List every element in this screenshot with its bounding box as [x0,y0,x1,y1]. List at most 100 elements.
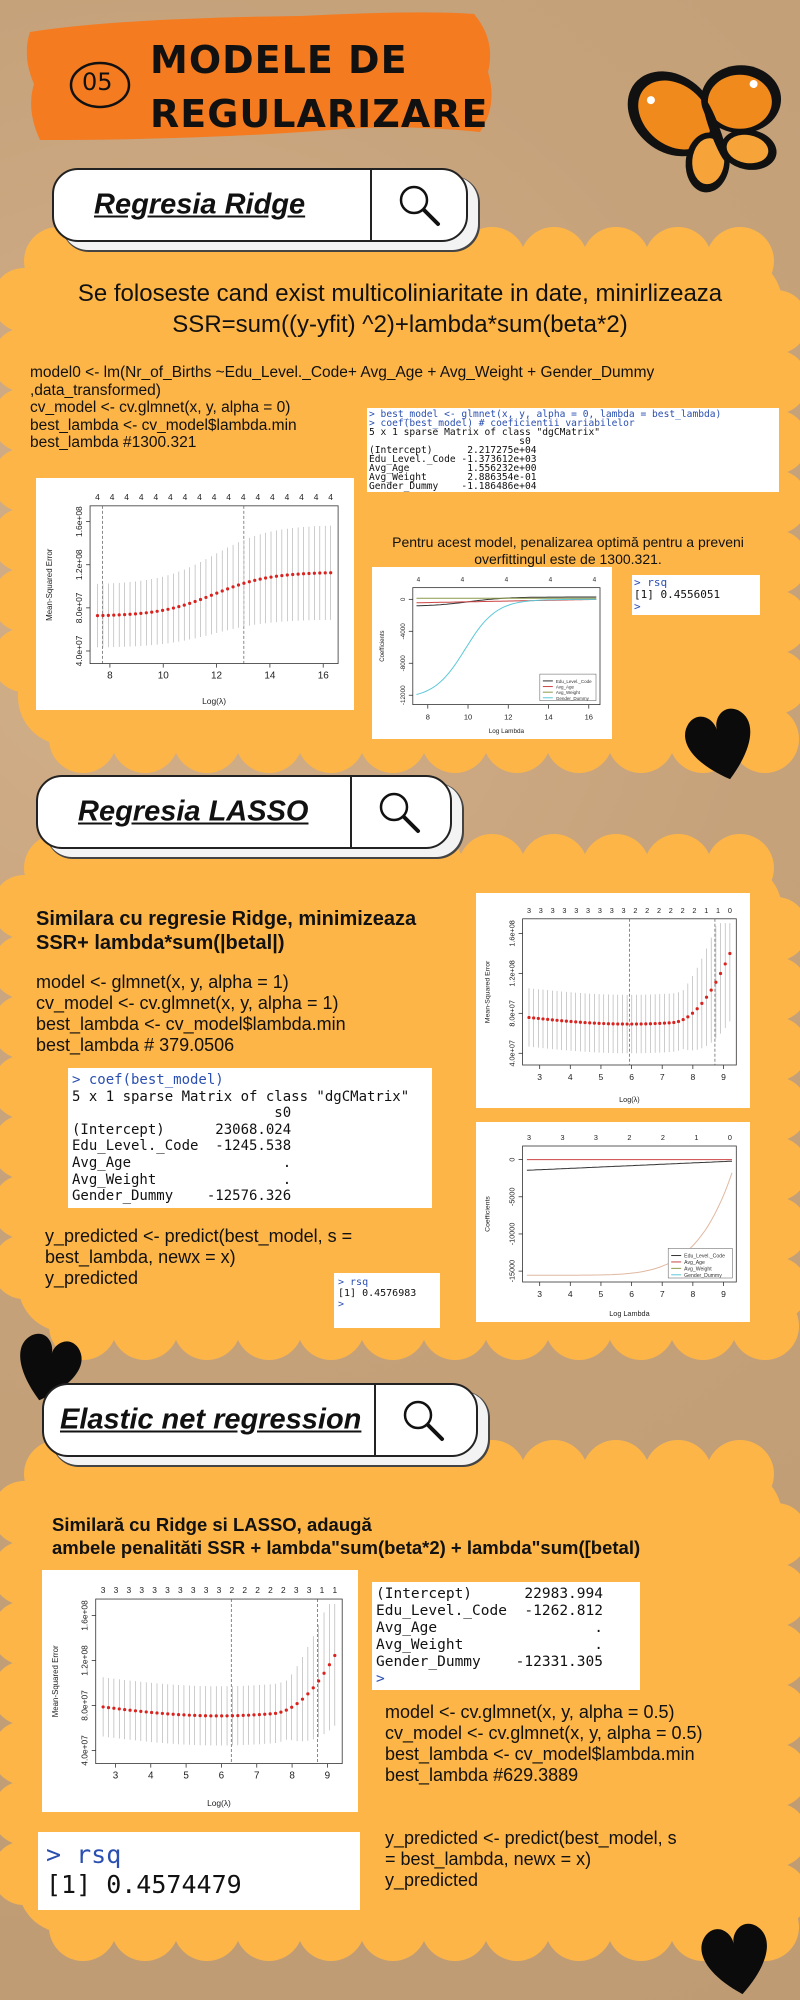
panel-scallop [173,1893,241,1961]
top-label: 3 [101,1585,106,1595]
panel-scallop [706,1440,774,1508]
panel-scallop [0,935,56,999]
legend-label: Avg_Weight [684,1266,712,1272]
top-label: 2 [633,906,637,915]
panel-scallop [744,1563,800,1627]
panel-scallop [0,1661,56,1725]
search-icon [403,1400,444,1441]
coefficient-path [526,1172,733,1276]
console-line: (Intercept) 22983.994 [376,1586,603,1602]
panel-scallop [0,995,56,1059]
console-line: [1] 0.4556051 [634,588,721,601]
panel-scallop [334,834,402,902]
x-tick-label: 8 [289,1771,295,1782]
text-line: best_lambda #629.3889 [385,1765,579,1785]
panel-scallop [644,227,712,295]
y-tick-label: 1.2e+08 [508,960,517,986]
panel-scallop [582,227,650,295]
x-tick-label: 6 [629,1289,634,1299]
panel-scallop [272,227,340,295]
cv-point [550,1018,554,1022]
console-line: Edu_Level._Code -1245.538 [72,1138,292,1155]
magnifier-handle [402,815,420,833]
panel-scallop [173,705,241,773]
top-label: 2 [661,1133,665,1142]
top-label: 3 [586,906,590,915]
text-line: cv_model <- cv.glmnet(x, y, alpha = 0) [30,399,291,416]
top-label: 4 [270,492,275,502]
panel-scallop [272,834,340,902]
console-line: > coef(best_model) [72,1072,224,1088]
top-label: 0 [728,1133,732,1142]
x-tick-label: 6 [629,1072,634,1082]
section-header: Elastic net regression [42,1383,478,1457]
y-tick-label: 8.0e+07 [74,592,84,623]
x-tick-label: 9 [325,1771,331,1782]
section-backgrounds [0,227,800,1961]
x-tick-label: 9 [721,1289,726,1299]
cv-point [209,1714,213,1718]
cv-point [273,1711,278,1715]
y-tick-label: 4.0e+07 [80,1735,90,1766]
cv-point [295,1702,299,1706]
top-label: 4 [417,577,421,584]
top-label: 4 [124,492,129,502]
panel-scallop [644,1440,712,1508]
title-banner [26,12,492,140]
top-label: 4 [593,577,597,584]
cv-point [296,572,300,576]
text-line: y_predicted [385,1870,479,1890]
panel-scallop [272,1440,340,1508]
x-axis-label: Log Lambda [489,728,525,735]
top-label: 3 [127,1585,132,1595]
text-line: overfittingul este de 1300.321. [474,551,662,567]
y-tick-label: -8000 [400,655,407,672]
y-tick-label: 4.0e+07 [74,635,84,666]
cv-point [112,613,116,617]
top-label: 4 [153,492,158,502]
console-line: s0 [369,436,531,447]
cv-point [606,1022,611,1026]
x-tick-label: 8 [690,1072,695,1082]
panel-scallop [0,875,56,939]
panel-scallop [235,1893,303,1961]
panel-scallop [396,834,464,902]
cv-point [555,1018,559,1022]
x-tick-label: 8 [107,671,113,682]
cv-point [592,1021,596,1025]
element [702,98,728,162]
section-header: Regresia LASSO [36,775,452,849]
panel-scallop [744,650,800,714]
panel-scallop [744,1743,800,1807]
console-line: 5 x 1 sparse Matrix of class "dgCMatrix" [72,1088,410,1105]
cv-point [311,1686,315,1690]
text-line: best_lambda <- cv_model$lambda.min [36,1014,346,1034]
plots: 8 10 12 14 164.0e+078.0e+071.2e+081.6e+084 4 4… [36,478,750,1812]
x-axis-label: Log(λ) [619,1095,640,1104]
cv-point [611,1022,615,1026]
y-axis-label: Mean-Squared Error [485,960,492,1023]
panel-scallop [0,388,56,452]
cv-point [215,591,219,595]
top-label: 1 [332,1585,337,1595]
top-label: 4 [168,492,173,502]
page-title-line: REGULARIZARE [150,92,489,136]
cv-point [602,1021,606,1026]
y-tick-label: 8.0e+07 [80,1690,90,1721]
top-label: 2 [255,1585,260,1595]
y-tick-label: -4000 [400,623,407,640]
text-line: SSR+ lambda*sum(|betal|) [36,932,285,954]
top-label: 3 [610,906,614,915]
top-label: 3 [594,1133,598,1142]
x-tick-label: 12 [211,671,223,682]
top-label: 1 [320,1585,325,1595]
top-label: 3 [139,1585,144,1595]
page-title-line: MODELE DE [150,38,408,82]
cv-point [144,1710,148,1714]
panel-scallop [297,705,365,773]
cv-point [95,614,100,618]
y-axis-label: Mean-Squared Error [51,1645,60,1717]
coefficient-path [416,598,597,695]
cv-point [101,613,105,618]
y-axis-label: Coefficients [485,1196,492,1232]
